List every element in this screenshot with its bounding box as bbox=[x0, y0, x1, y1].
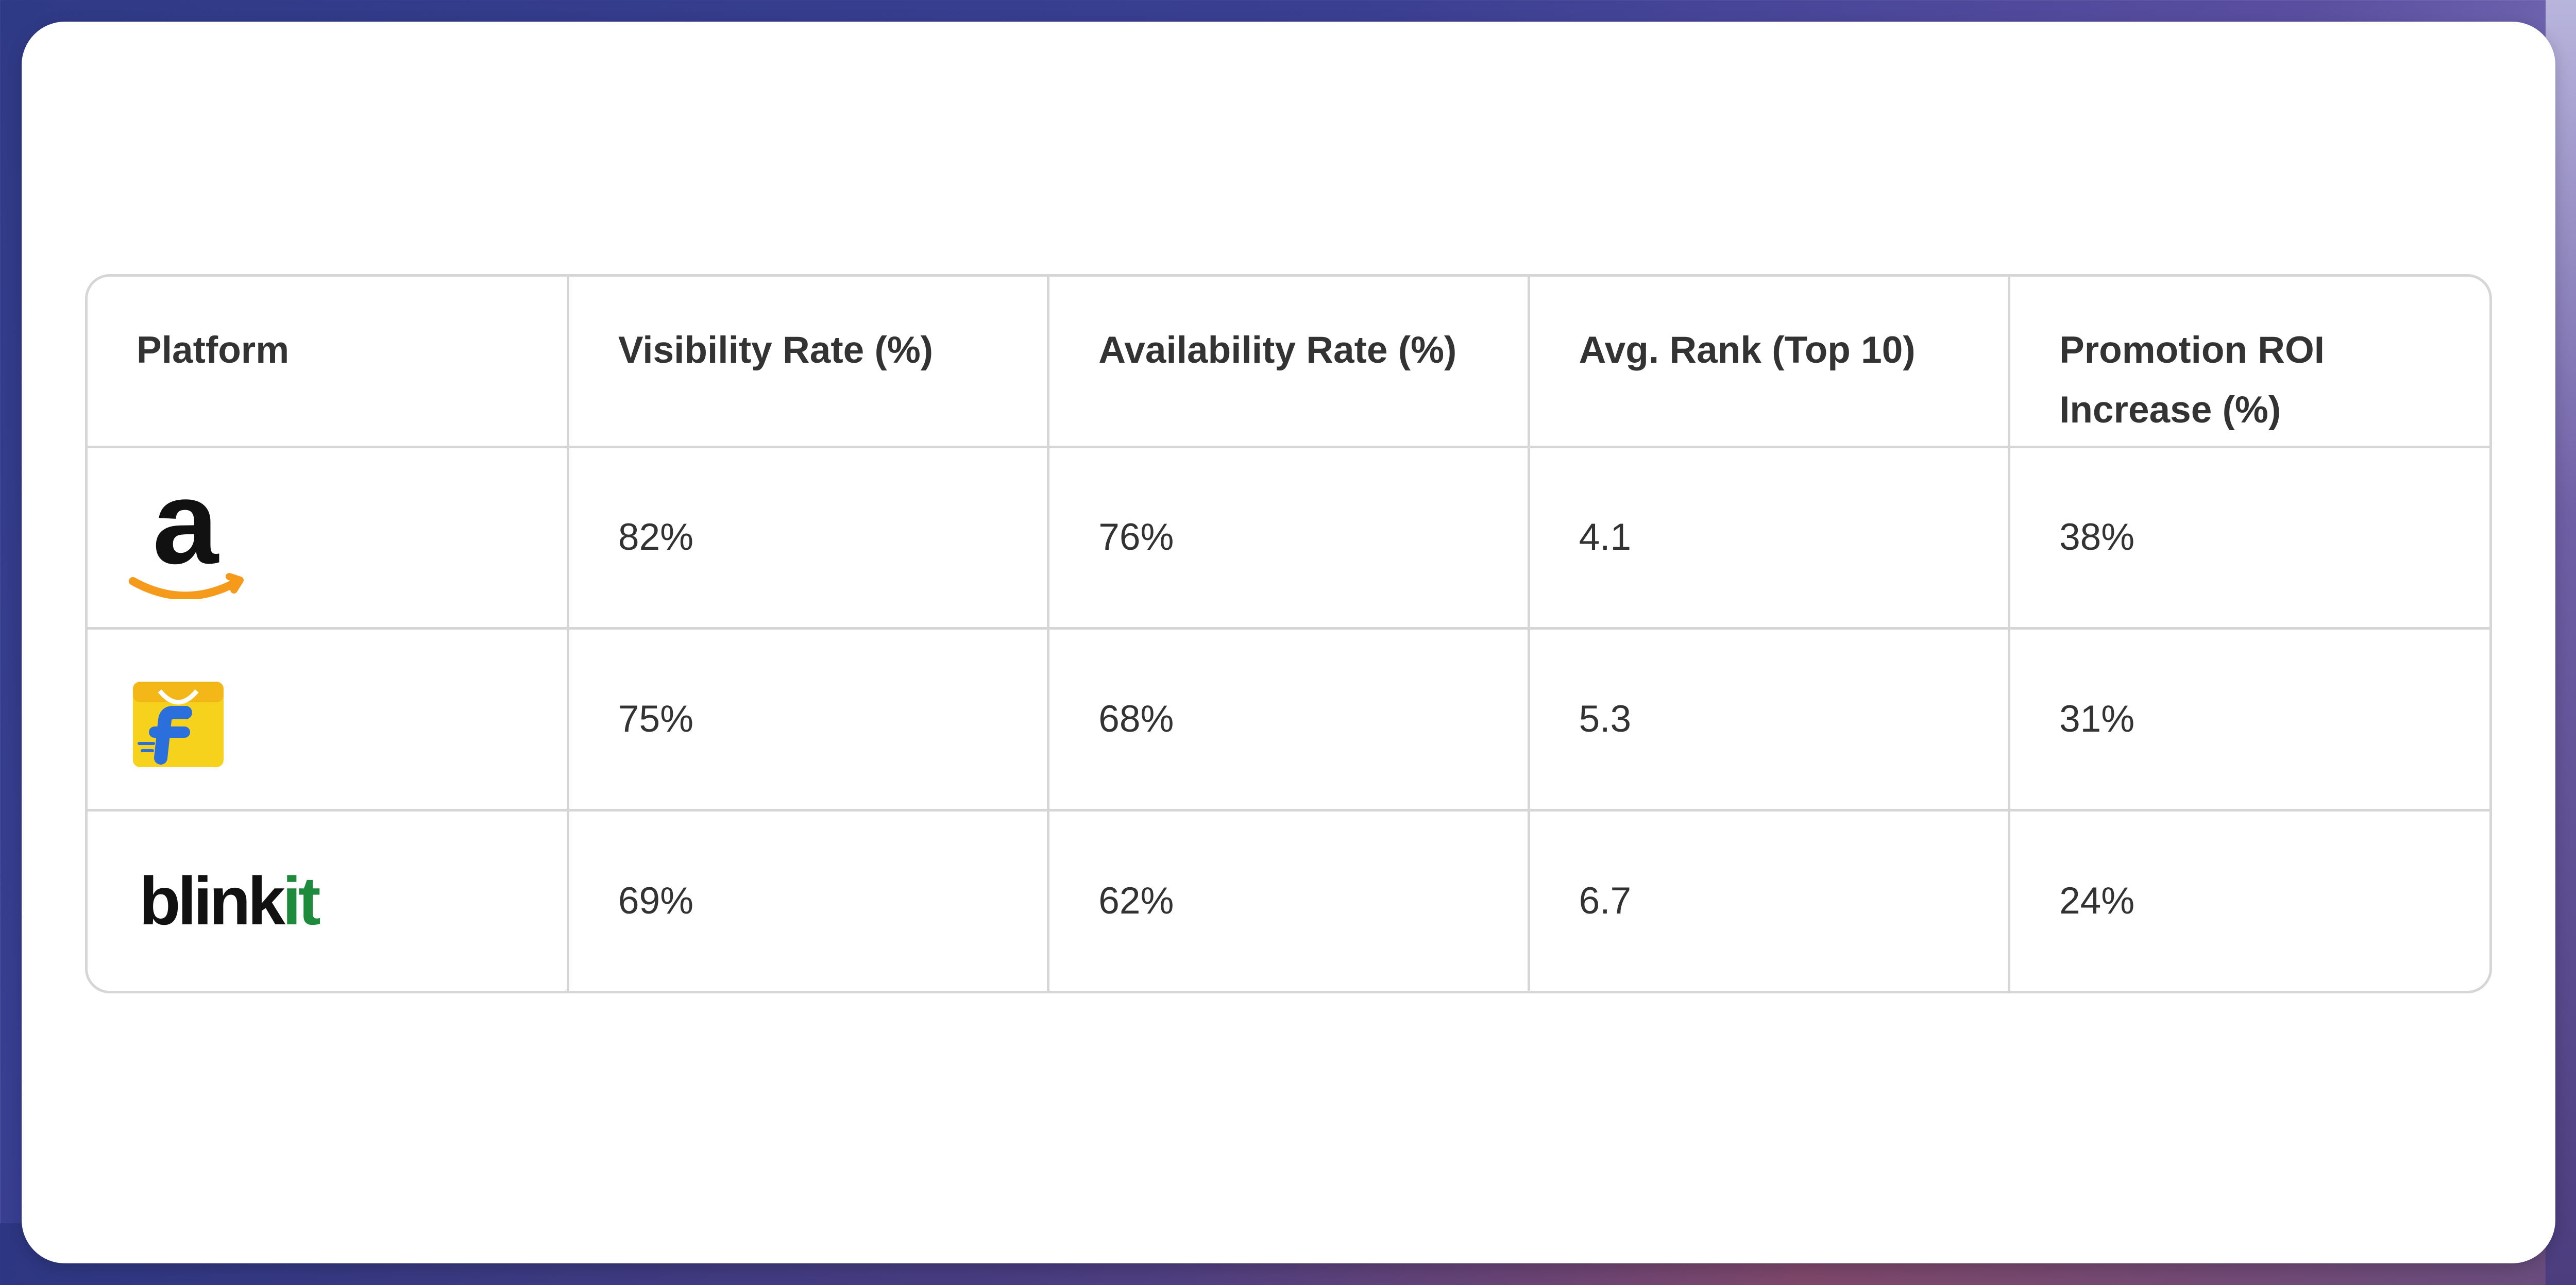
platform-cell bbox=[88, 628, 569, 812]
blinkit-logo-text-blink: blink bbox=[139, 863, 285, 939]
avg-rank-cell: 5.3 bbox=[1529, 628, 2011, 812]
blinkit-logo-text-it: it bbox=[282, 863, 321, 939]
platform-comparison-table-container: Platform Visibility Rate (%) Availabilit… bbox=[85, 274, 2492, 993]
blinkit-logo: blinkit bbox=[139, 867, 518, 935]
promotion-roi-cell: 31% bbox=[2009, 628, 2489, 812]
table-header-row: Platform Visibility Rate (%) Availabilit… bbox=[88, 277, 2489, 448]
visibility-rate-cell: 69% bbox=[568, 810, 1050, 991]
platform-comparison-table: Platform Visibility Rate (%) Availabilit… bbox=[88, 277, 2489, 991]
header-visibility-rate: Visibility Rate (%) bbox=[568, 277, 1050, 448]
header-promotion-roi: Promotion ROI Increase (%) bbox=[2009, 277, 2489, 448]
header-avg-rank: Avg. Rank (Top 10) bbox=[1529, 277, 2011, 448]
header-availability-rate: Availability Rate (%) bbox=[1048, 277, 1530, 448]
flipkart-logo bbox=[133, 682, 224, 768]
svg-text:a: a bbox=[152, 476, 219, 588]
avg-rank-cell: 6.7 bbox=[1529, 810, 2011, 991]
availability-rate-cell: 76% bbox=[1048, 447, 1530, 630]
amazon-logo: a bbox=[129, 476, 244, 600]
promotion-roi-cell: 24% bbox=[2059, 880, 2135, 922]
availability-rate-cell: 68% bbox=[1048, 628, 1530, 812]
platform-cell: blinkit bbox=[88, 810, 569, 991]
visibility-rate-cell: 75% bbox=[568, 628, 1050, 812]
visibility-rate-cell: 82% bbox=[568, 447, 1050, 630]
content-card: Platform Visibility Rate (%) Availabilit… bbox=[22, 22, 2555, 1263]
header-platform: Platform bbox=[88, 277, 569, 448]
table-row-blinkit: blinkit 69% 62% 6.7 24% bbox=[88, 810, 2489, 991]
platform-cell: a bbox=[88, 447, 569, 630]
promotion-roi-cell: 38% bbox=[2009, 447, 2489, 630]
availability-rate-cell: 62% bbox=[1048, 810, 1530, 991]
table-row-flipkart: 75% 68% 5.3 31% bbox=[88, 628, 2489, 812]
avg-rank-cell: 4.1 bbox=[1529, 447, 2011, 630]
table-row-amazon: a 82% 76% 4.1 38% bbox=[88, 447, 2489, 630]
